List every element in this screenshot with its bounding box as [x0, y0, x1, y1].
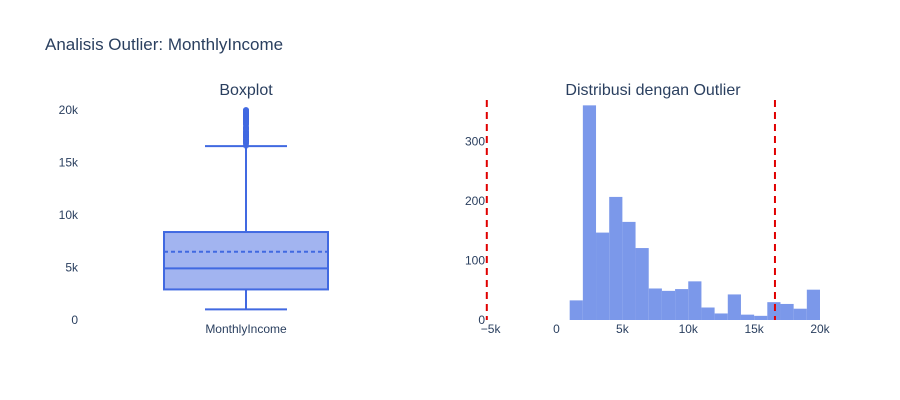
- histogram-y-tick-label: 0: [478, 313, 485, 327]
- histogram-bar: [569, 300, 583, 320]
- histogram-y-tick-label: 200: [465, 194, 485, 208]
- histogram-bar: [688, 281, 702, 320]
- histogram-title: Distribusi dengan Outlier: [565, 82, 741, 99]
- histogram-y-tick-label: 300: [465, 135, 485, 149]
- histogram-bar: [582, 105, 597, 320]
- histogram-x-tick-label: 10k: [679, 322, 699, 336]
- boxplot-box: [163, 231, 329, 291]
- boxplot-marks: [163, 107, 329, 311]
- histogram-bar: [780, 303, 794, 320]
- histogram-y-axis: 0 100 200 300: [465, 135, 485, 327]
- boxplot-y-tick-label: 15k: [59, 156, 79, 170]
- histogram-bar: [793, 308, 807, 320]
- boxplot-title: Boxplot: [219, 82, 273, 99]
- boxplot-y-tick-label: 5k: [65, 261, 79, 275]
- histogram-bar: [740, 314, 755, 320]
- histogram-bar: [648, 288, 662, 320]
- histogram-bar: [596, 232, 610, 320]
- histogram-x-axis: −5k 0 5k 10k 15k 20k: [481, 322, 831, 336]
- figure-title: Analisis Outlier: MonthlyIncome: [45, 35, 283, 54]
- boxplot-category-label: MonthlyIncome: [205, 322, 287, 336]
- histogram-bar: [661, 290, 676, 320]
- histogram-bar: [675, 289, 689, 320]
- boxplot-panel: Boxplot 0 5k 10k 15k 20k MonthlyIncome: [59, 82, 329, 336]
- histogram-panel: Distribusi dengan Outlier 0 100 200 300 −5k…: [465, 82, 831, 336]
- histogram-bar: [714, 313, 728, 320]
- histogram-bar: [622, 221, 636, 320]
- boxplot-y-tick-label: 10k: [59, 208, 79, 222]
- boxplot-y-tick-label: 20k: [59, 103, 79, 117]
- histogram-bar: [806, 289, 820, 320]
- histogram-x-tick-label: −5k: [481, 322, 502, 336]
- boxplot-outlier-point: [243, 107, 249, 114]
- boxplot-y-axis: 0 5k 10k 15k 20k: [59, 103, 79, 327]
- histogram-x-tick-label: 15k: [744, 322, 764, 336]
- histogram-bar: [767, 302, 781, 320]
- histogram-threshold-lines: [485, 100, 776, 320]
- histogram-bar: [701, 307, 715, 320]
- histogram-bar: [727, 294, 741, 320]
- histogram-x-tick-label: 20k: [810, 322, 830, 336]
- histogram-x-tick-label: 5k: [616, 322, 630, 336]
- histogram-bars: [569, 105, 820, 320]
- histogram-y-tick-label: 100: [465, 254, 485, 268]
- histogram-bar: [754, 315, 768, 320]
- histogram-x-tick-label: 0: [553, 322, 560, 336]
- histogram-bar: [635, 248, 649, 320]
- histogram-bar: [609, 196, 623, 320]
- boxplot-y-tick-label: 0: [71, 313, 78, 327]
